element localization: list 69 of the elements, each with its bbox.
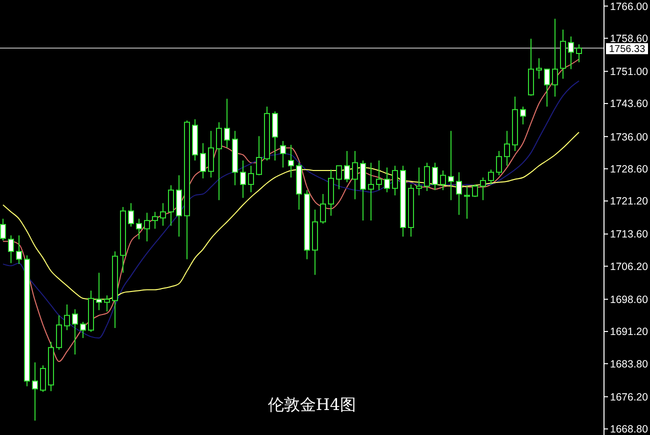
candlestick (104, 294, 110, 312)
candlestick (272, 110, 278, 162)
candlestick (384, 166, 390, 193)
candlestick (568, 36, 574, 70)
candlestick (456, 172, 462, 216)
candlestick (216, 122, 222, 201)
y-tick-label: 1683.80 (610, 358, 648, 370)
y-tick-label: 1676.20 (610, 391, 648, 404)
candlestick (352, 150, 358, 200)
candlestick (160, 202, 166, 226)
candlestick (240, 160, 246, 198)
candlestick (504, 130, 510, 166)
candlestick (448, 130, 454, 201)
candlestick (440, 170, 446, 191)
candlestick (280, 140, 286, 168)
ref-line-label: 1756.33 (609, 44, 646, 56)
candlestick (248, 165, 254, 193)
candlestick (464, 186, 470, 220)
y-tick-label: 1668.80 (610, 424, 648, 435)
candlestick (144, 212, 150, 242)
candlestick (344, 150, 350, 183)
candlestick (64, 304, 70, 331)
candlestick (376, 160, 382, 191)
candlestick (416, 166, 422, 196)
y-tick-label: 1736.00 (610, 131, 648, 144)
candlestick (424, 162, 430, 192)
y-tick-label: 1728.60 (610, 163, 648, 176)
y-tick-label: 1751.00 (610, 66, 648, 78)
candlestick (488, 169, 494, 185)
candlestick (576, 44, 582, 63)
candlestick (256, 136, 262, 176)
candlestick (336, 165, 342, 190)
candlestick (496, 150, 502, 176)
candlestick (472, 184, 478, 198)
candlestick (56, 314, 62, 350)
candlestick (200, 142, 206, 179)
candlestick (480, 176, 486, 201)
y-tick-label: 1713.60 (610, 228, 648, 241)
text: 伦敦金H4图 (268, 395, 356, 414)
candlestick (128, 202, 134, 228)
candlestick (32, 362, 38, 422)
candlestick (392, 165, 398, 196)
y-tick-label: 1706.20 (610, 260, 648, 273)
y-tick-label: 1691.20 (610, 326, 648, 338)
y-tick-label: 1743.60 (610, 98, 648, 110)
candlestick (320, 194, 326, 224)
candlestick (432, 162, 438, 191)
candlestick (208, 130, 214, 178)
candlestick (72, 308, 78, 356)
candlestick (80, 321, 86, 338)
y-tick-label: 1766.00 (610, 0, 648, 13)
candlestick (544, 68, 550, 108)
candlestick (552, 18, 558, 98)
candlestick (16, 234, 22, 265)
candlestick (136, 218, 142, 240)
y-tick-label: 1758.60 (610, 32, 648, 45)
candlestick (288, 144, 294, 178)
candlestick (168, 184, 174, 226)
candlestick (520, 106, 526, 125)
candlestick (0, 218, 6, 242)
candlestick (40, 364, 46, 392)
candlestick (224, 98, 230, 148)
candlestick (368, 162, 374, 222)
candlestick (536, 58, 542, 80)
candlestick (96, 272, 102, 311)
candlestick (8, 234, 14, 264)
y-tick-label: 1698.60 (610, 294, 648, 306)
candlestick (152, 211, 158, 230)
y-tick-label: 1721.20 (610, 196, 648, 208)
